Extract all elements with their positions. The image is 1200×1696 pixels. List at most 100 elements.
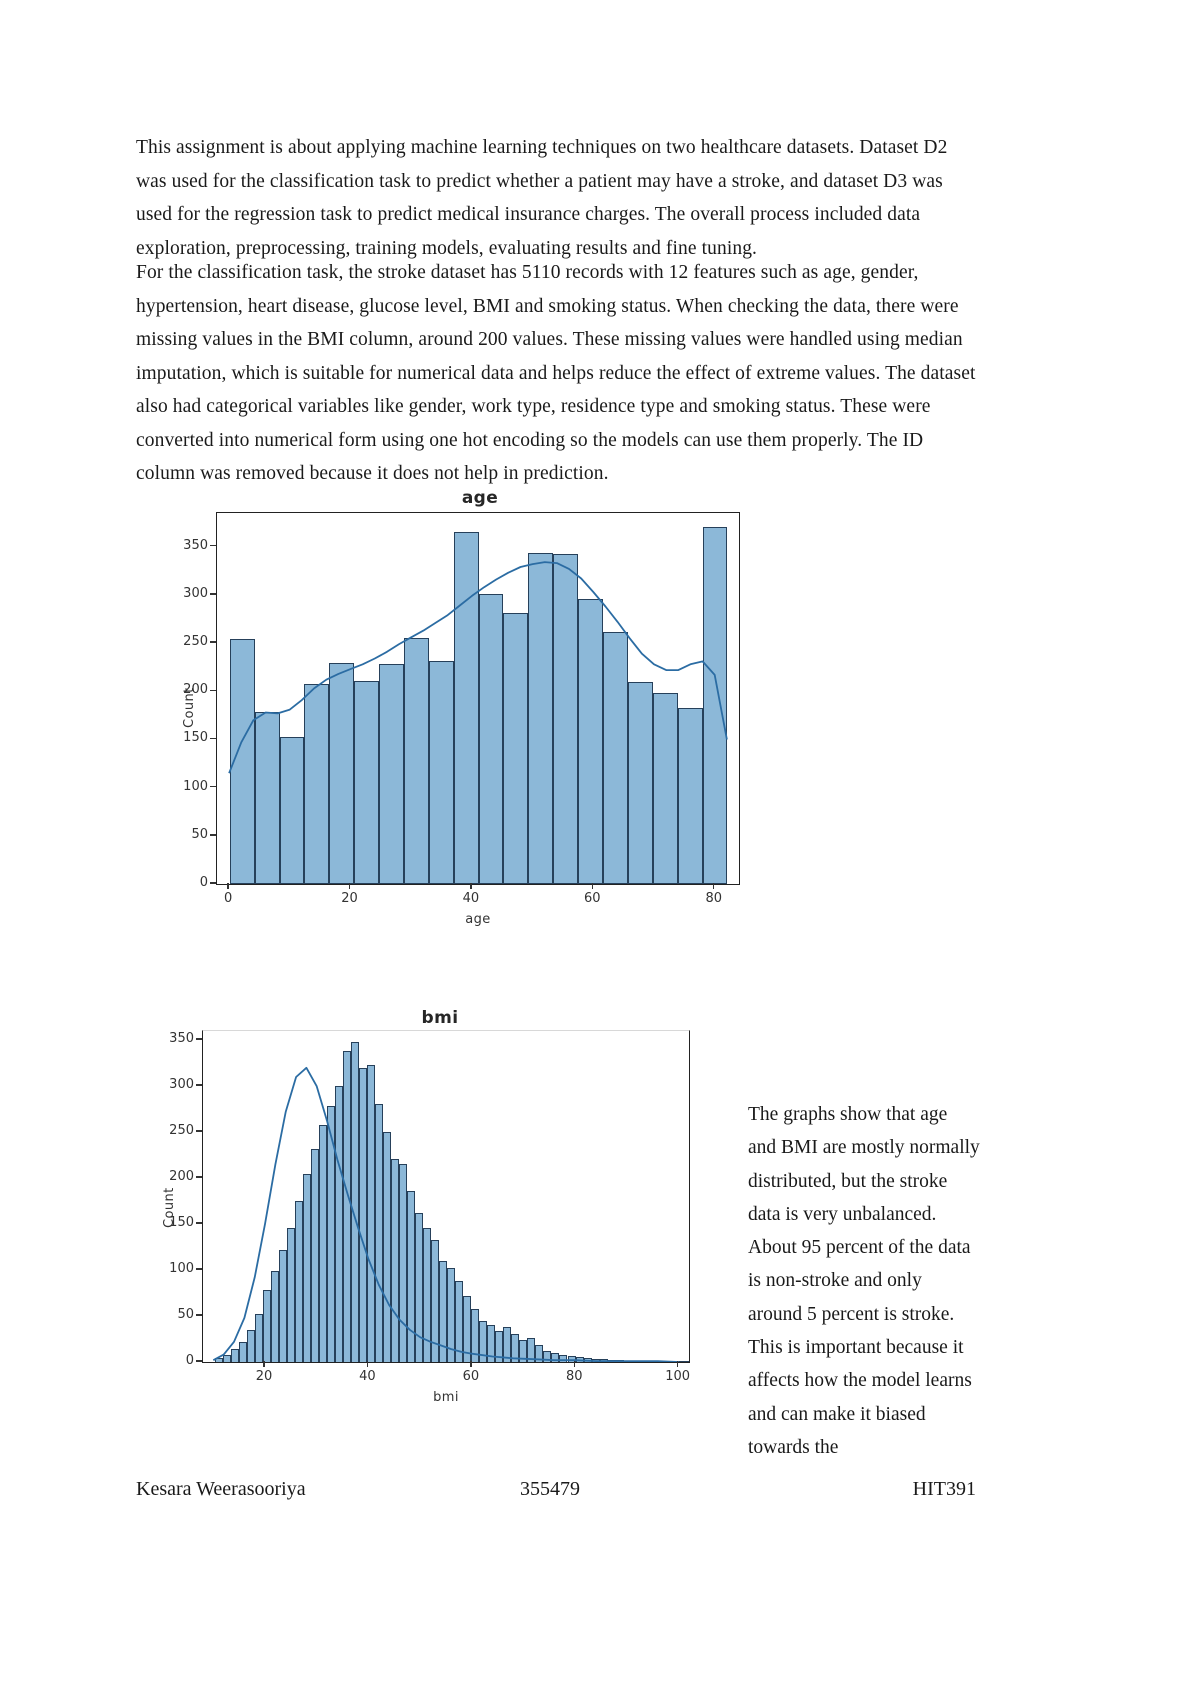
histogram-bar [551,1352,560,1362]
histogram-bar [479,1320,488,1362]
histogram-bar [647,1361,656,1362]
y-tick-label: 300 [169,1077,194,1093]
histogram-bar [639,1361,648,1362]
y-tick-mark [210,689,216,691]
x-tick-mark [348,883,351,889]
y-tick-mark [210,737,216,740]
histogram-bar [615,1360,624,1362]
histogram-bar [535,1345,544,1362]
histogram-bar [428,661,454,884]
histogram-bar [238,1341,247,1362]
histogram-bar [623,1361,632,1362]
histogram-bar [583,1358,592,1362]
histogram-bar [391,1158,400,1362]
histogram-bar [311,1148,320,1362]
histogram-bar [453,532,479,884]
histogram-bar [367,1065,376,1362]
y-tick-label: 350 [183,537,208,553]
x-tick-label: 100 [665,1369,691,1384]
page-footer: Kesara Weerasooriya 355479 HIT391 [136,1478,976,1504]
histogram-bar [379,664,404,884]
y-tick-mark [196,1360,202,1362]
y-tick-mark [196,1130,202,1132]
histogram-bar [575,1357,584,1362]
histogram-bar [431,1239,440,1362]
paragraph-side-note: The graphs show that age and BMI are mos… [748,1104,980,1458]
histogram-bar [254,712,280,884]
histogram-bar [679,1361,688,1362]
age-chart-title: age [461,488,499,508]
histogram-bar [399,1164,408,1362]
y-tick-label: 350 [169,1031,194,1047]
x-tick-mark [676,1361,679,1367]
x-tick-label: 60 [584,891,601,906]
histogram-bar [279,1249,287,1362]
histogram-bar [329,663,355,884]
y-tick-label: 200 [183,682,208,698]
x-tick-mark [573,1361,575,1367]
x-tick-label: 0 [223,891,233,906]
x-tick-mark [366,1361,369,1367]
x-tick-label: 80 [705,891,722,906]
histogram-bar [487,1325,496,1362]
x-tick-mark [470,883,472,889]
y-tick-mark [196,1038,202,1040]
histogram-bar [303,1173,312,1362]
y-tick-label: 100 [183,778,208,794]
y-tick-mark [210,785,216,788]
y-tick-mark [196,1222,202,1224]
histogram-bar [527,1338,536,1362]
histogram-bar [559,1354,568,1362]
histogram-bar [503,613,529,884]
y-tick-mark [210,834,216,836]
bmi-chart-title: bmi [421,1008,459,1028]
x-tick-mark [713,883,715,889]
histogram-bar [455,1281,464,1362]
y-tick-mark [210,641,216,643]
x-tick-mark [591,883,594,889]
footer-student-id: 355479 [520,1478,580,1500]
histogram-bar [254,1314,263,1362]
histogram-bar [246,1329,255,1362]
histogram-bar [229,639,255,884]
paragraph-intro: This assignment is about applying machin… [136,137,948,259]
y-tick-mark [196,1314,202,1316]
bmi-histogram-figure: bmi Count 0 50 100 150 200 250 300 350 20 40 60 80… [150,1008,710,1428]
paragraph-classification-task: For the classification task, the stroke … [136,262,976,484]
histogram-bar [702,526,727,884]
histogram-bar [359,1067,368,1362]
histogram-bar [327,1106,336,1362]
histogram-bar [528,553,554,884]
histogram-bar [343,1051,352,1362]
x-tick-mark [227,883,229,889]
age-chart-xlabel: age [465,912,491,927]
histogram-bar [423,1227,432,1362]
y-tick-mark [196,1176,202,1178]
histogram-bar [463,1295,472,1362]
y-tick-label: 200 [169,1169,194,1185]
histogram-bar [222,1354,231,1362]
histogram-bar [495,1330,504,1362]
histogram-bar [415,1213,424,1362]
histogram-bar [655,1361,664,1362]
x-tick-label: 40 [462,891,480,906]
histogram-bar [230,1349,239,1362]
x-tick-label: 80 [565,1369,583,1384]
x-tick-label: 60 [462,1369,480,1384]
histogram-bar [335,1086,344,1362]
histogram-bar [607,1360,616,1362]
histogram-bar [214,1358,223,1362]
footer-author: Kesara Weerasooriya [136,1478,306,1500]
histogram-bar [262,1290,271,1362]
x-tick-label: 20 [341,891,358,906]
y-tick-mark [210,545,216,547]
bmi-chart-xlabel: bmi [433,1390,459,1405]
x-tick-mark [263,1361,265,1367]
age-plot-area [216,512,740,885]
histogram-bar [553,554,579,884]
histogram-bar [354,680,380,884]
y-tick-label: 100 [169,1261,194,1277]
histogram-bar [578,598,604,884]
histogram-bar [270,1270,279,1362]
